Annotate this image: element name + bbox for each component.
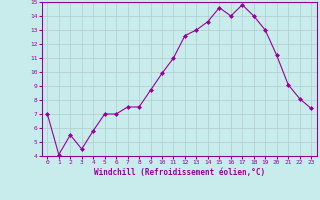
X-axis label: Windchill (Refroidissement éolien,°C): Windchill (Refroidissement éolien,°C) bbox=[94, 168, 265, 177]
